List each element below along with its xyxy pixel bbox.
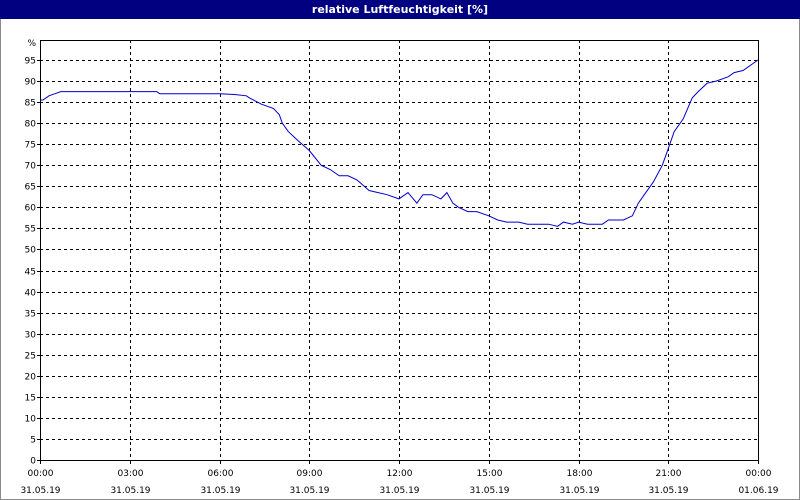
- grid-lines: [40, 40, 758, 460]
- y-tick-label: 45: [25, 268, 36, 278]
- x-tick-date-label: 31.05.19: [200, 486, 240, 496]
- y-tick-label: 10: [25, 415, 37, 425]
- y-tick-label: 5: [30, 436, 36, 446]
- x-tick-time-label: 06:00: [208, 469, 234, 479]
- x-tick-date-label: 31.05.19: [379, 486, 419, 496]
- chart-title: relative Luftfeuchtigkeit [%]: [0, 0, 800, 19]
- y-tick-label: 35: [25, 310, 36, 320]
- y-tick-label: 40: [25, 289, 37, 299]
- x-tick-time-label: 00:00: [746, 469, 772, 479]
- x-tick-time-label: 09:00: [297, 469, 323, 479]
- y-tick-label: 60: [25, 204, 37, 214]
- humidity-series-line: [40, 59, 759, 227]
- y-tick-label: 30: [25, 331, 37, 341]
- y-tick-label: 70: [25, 162, 37, 172]
- x-tick-date-label: 31.05.19: [469, 486, 509, 496]
- x-tick-time-label: 18:00: [567, 469, 593, 479]
- x-tick-date-label: 31.05.19: [559, 486, 599, 496]
- y-tick-label: 75: [25, 141, 36, 151]
- x-tick-date-label: 31.05.19: [110, 486, 150, 496]
- x-axis: 00:00 31.05.19 03:00 31.05.19 06:00 31.05.19 0…: [20, 460, 779, 496]
- y-tick-label: 95: [25, 57, 36, 67]
- y-tick-label: 0: [30, 457, 36, 467]
- x-tick-time-label: 00:00: [28, 469, 54, 479]
- x-tick-date-label: 31.05.19: [20, 486, 60, 496]
- y-tick-label: 80: [25, 120, 37, 130]
- y-axis-unit-label: %: [27, 39, 36, 49]
- y-axis: 0 5 10 15 20 25 30 35 40 45 50 55 60 65 70 75 80 85 90 95: [25, 57, 40, 467]
- y-tick-label: 65: [25, 183, 36, 193]
- x-tick-time-label: 21:00: [656, 469, 682, 479]
- y-tick-label: 20: [25, 373, 37, 383]
- y-tick-label: 25: [25, 352, 36, 362]
- x-tick-date-label: 01.06.19: [738, 486, 778, 496]
- y-tick-label: 15: [25, 394, 36, 404]
- series-layer: [40, 59, 759, 227]
- x-tick-time-label: 15:00: [477, 469, 503, 479]
- x-tick-time-label: 12:00: [387, 469, 413, 479]
- y-tick-label: 50: [25, 246, 37, 256]
- y-tick-label: 55: [25, 225, 36, 235]
- x-tick-date-label: 31.05.19: [648, 486, 688, 496]
- y-tick-label: 85: [25, 99, 36, 109]
- x-tick-time-label: 03:00: [118, 469, 144, 479]
- y-tick-label: 90: [25, 78, 37, 88]
- x-tick-date-label: 31.05.19: [289, 486, 329, 496]
